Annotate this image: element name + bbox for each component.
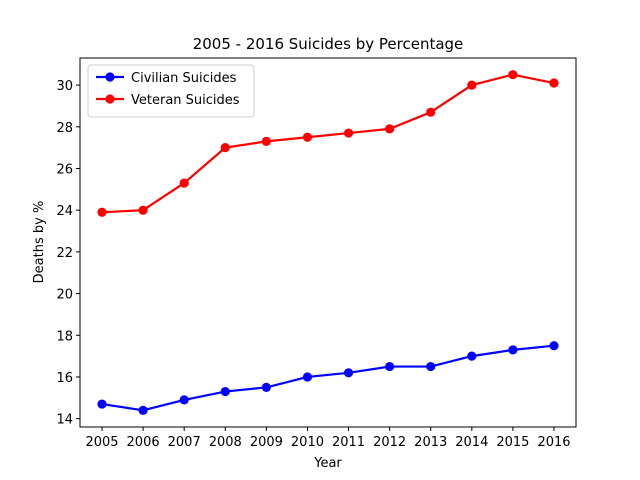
y-tick-label: 24 bbox=[56, 204, 73, 219]
data-point bbox=[426, 107, 436, 117]
data-point bbox=[549, 78, 559, 88]
x-tick-label: 2014 bbox=[455, 435, 488, 450]
data-point bbox=[302, 132, 313, 142]
x-tick-label: 2008 bbox=[209, 435, 242, 450]
x-tick-label: 2007 bbox=[168, 435, 201, 450]
x-tick-label: 2016 bbox=[537, 435, 570, 450]
x-tick-label: 2015 bbox=[496, 435, 529, 450]
x-tick-label: 2010 bbox=[291, 435, 324, 450]
y-tick-label: 18 bbox=[56, 329, 73, 344]
data-point bbox=[138, 205, 148, 215]
data-point bbox=[426, 361, 436, 372]
data-point bbox=[220, 143, 230, 153]
legend-box bbox=[87, 64, 255, 118]
y-axis-label: Deaths by % bbox=[32, 201, 47, 284]
data-point bbox=[343, 128, 354, 138]
series-line-1 bbox=[101, 73, 555, 214]
x-tick-label: 2005 bbox=[85, 435, 118, 450]
data-point bbox=[343, 368, 354, 378]
data-point bbox=[508, 345, 518, 355]
series-layer bbox=[97, 70, 559, 415]
data-point bbox=[467, 351, 477, 361]
data-point bbox=[261, 136, 271, 146]
x-tick-label: 2012 bbox=[373, 435, 406, 450]
y-axis: 14 16 18 20 22 24 26 28 30 bbox=[56, 79, 80, 428]
chart-title: 2005 - 2016 Suicides by Percentage bbox=[193, 35, 464, 53]
legend-swatch-marker bbox=[105, 94, 115, 104]
legend: Civilian Suicides Veteran Suicides bbox=[87, 64, 255, 118]
legend-swatch-marker bbox=[105, 72, 115, 82]
data-point bbox=[97, 399, 107, 409]
data-point bbox=[302, 372, 313, 382]
y-tick-label: 16 bbox=[56, 371, 73, 386]
x-tick-label: 2011 bbox=[332, 435, 365, 450]
y-tick-label: 30 bbox=[56, 79, 73, 94]
y-tick-label: 28 bbox=[56, 121, 73, 136]
data-point bbox=[179, 395, 189, 405]
data-point bbox=[467, 80, 477, 90]
data-point bbox=[261, 382, 271, 392]
legend-label: Civilian Suicides bbox=[131, 71, 237, 86]
y-tick-label: 14 bbox=[56, 413, 73, 428]
y-tick-label: 26 bbox=[56, 162, 73, 177]
data-point bbox=[508, 70, 518, 80]
plot-area bbox=[79, 57, 577, 428]
legend-label: Veteran Suicides bbox=[131, 93, 240, 108]
data-point bbox=[138, 405, 148, 415]
y-tick-label: 20 bbox=[56, 288, 73, 303]
data-point bbox=[385, 361, 395, 372]
x-tick-label: 2006 bbox=[127, 435, 160, 450]
plot-frame bbox=[79, 57, 577, 428]
x-tick-label: 2013 bbox=[414, 435, 447, 450]
data-point bbox=[97, 207, 107, 217]
x-tick-label: 2009 bbox=[250, 435, 283, 450]
data-point bbox=[220, 386, 230, 397]
y-tick-label: 22 bbox=[56, 246, 73, 261]
x-axis-label: Year bbox=[313, 456, 342, 471]
x-axis: 2005 2006 2007 2008 2009 2010 2011 2012 2013 2014… bbox=[85, 427, 571, 450]
data-point bbox=[549, 341, 559, 351]
series-line-0 bbox=[101, 344, 555, 412]
data-point bbox=[385, 124, 395, 134]
data-point bbox=[179, 178, 189, 188]
